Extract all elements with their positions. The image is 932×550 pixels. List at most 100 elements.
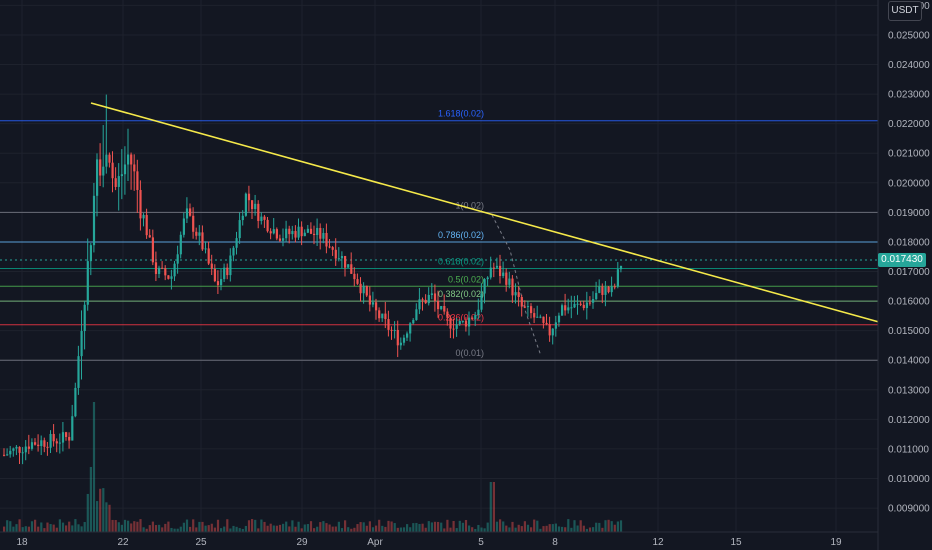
candle-body: [430, 293, 433, 295]
volume-bar: [164, 523, 167, 532]
candle-body: [536, 316, 539, 318]
volume-bar: [55, 527, 58, 532]
candle-body: [213, 268, 216, 282]
candle-body: [220, 279, 223, 286]
price-tick-label: 0.025000: [888, 30, 930, 41]
volume-bar: [458, 520, 461, 532]
candle-body: [123, 164, 127, 175]
volume-bar: [6, 520, 9, 532]
volume-bar: [536, 520, 539, 532]
candle-body: [189, 208, 192, 216]
volume-bar: [257, 528, 260, 532]
volume-bar: [396, 527, 399, 532]
volume-bar: [244, 525, 247, 532]
volume-bar: [294, 526, 297, 532]
candle-body: [9, 450, 12, 455]
volume-bar: [309, 521, 313, 532]
volume-bar: [430, 522, 433, 532]
candle-body: [216, 281, 220, 286]
candle-body: [613, 286, 616, 288]
candle-body: [30, 442, 34, 449]
fibonacci-retracement[interactable]: 0(0.01) 0.236(0.02) 0.382(0.02) 0.5(0.02) 0.…: [0, 109, 878, 361]
volume-bar: [241, 528, 244, 532]
volume-bar: [347, 527, 350, 532]
volume-bar: [545, 525, 548, 532]
volume-bar: [557, 526, 561, 532]
candle-body: [502, 272, 505, 277]
volume-bar: [375, 525, 378, 532]
candle-body: [461, 320, 464, 322]
candle-body: [477, 309, 480, 316]
candle-body: [130, 154, 133, 165]
candle-body: [322, 232, 325, 239]
candle-body: [195, 231, 198, 236]
candle-body: [235, 238, 238, 248]
candle-body: [399, 342, 402, 346]
volume-bar: [117, 522, 120, 532]
candle-body: [480, 293, 483, 310]
volume-bar: [619, 520, 623, 532]
volume-bar: [316, 526, 319, 532]
volume-bar: [210, 523, 213, 532]
candle-body: [303, 232, 306, 237]
price-tick-label: 0.019000: [888, 208, 930, 219]
candle-body: [49, 433, 52, 448]
candle-body: [89, 245, 92, 262]
time-tick-label: 22: [117, 537, 129, 548]
candle-body: [185, 208, 189, 219]
volume-bar: [523, 521, 526, 532]
candle-body: [427, 294, 430, 304]
volume-bar: [291, 520, 294, 532]
volume-bar: [123, 519, 127, 532]
volume-bar: [322, 521, 325, 532]
candle-body: [557, 315, 561, 323]
candle-body: [139, 189, 142, 219]
candle-body: [108, 154, 111, 163]
volume-bar: [390, 521, 393, 532]
volume-bar: [27, 526, 30, 532]
candle-body: [381, 313, 384, 319]
candle-body: [530, 306, 533, 314]
candle-body: [325, 232, 328, 247]
volume-bar: [564, 527, 567, 532]
candle-body: [604, 286, 607, 295]
trendline[interactable]: [90, 102, 879, 323]
fib-level-label: 0.786(0.02): [438, 230, 484, 240]
volume-bar: [297, 521, 300, 532]
candle-body: [464, 320, 468, 327]
candle-body: [378, 310, 381, 319]
candle-body: [40, 440, 43, 447]
candle-body: [148, 235, 151, 238]
candle-body: [437, 300, 440, 310]
volume-bar: [526, 524, 530, 532]
time-tick-label: 5: [478, 537, 484, 548]
volume-bar: [198, 521, 201, 532]
candle-body: [272, 229, 275, 234]
currency-badge[interactable]: USDT: [888, 1, 922, 21]
volume-bar: [579, 520, 582, 532]
volume-bar: [486, 522, 489, 532]
price-tick-label: 0.012000: [888, 415, 930, 426]
candle-body: [161, 267, 164, 269]
volume-bar: [15, 524, 18, 532]
candle-body: [554, 322, 557, 329]
candle-body: [99, 159, 102, 176]
volume-bar: [52, 524, 55, 532]
volume-bar: [158, 524, 161, 532]
candle-body: [328, 246, 331, 248]
candle-body: [192, 215, 195, 232]
volume-bar: [406, 524, 409, 532]
volume-bar: [235, 526, 238, 532]
candle-body: [616, 269, 619, 287]
candle-body: [229, 255, 232, 276]
last-price-tag: 0.017430: [878, 253, 926, 267]
volume-bar: [567, 519, 570, 532]
candle-body: [471, 317, 474, 320]
volume-bar: [127, 520, 130, 532]
volume-bar: [220, 528, 223, 532]
time-axis[interactable]: 18 22 25 29 Apr 5 8 12 15 19: [0, 531, 878, 548]
candle-body: [542, 316, 545, 323]
candle-body: [409, 323, 412, 334]
price-axis[interactable]: 0.009000 0.010000 0.011000 0.012000 0.013000…: [877, 0, 930, 550]
